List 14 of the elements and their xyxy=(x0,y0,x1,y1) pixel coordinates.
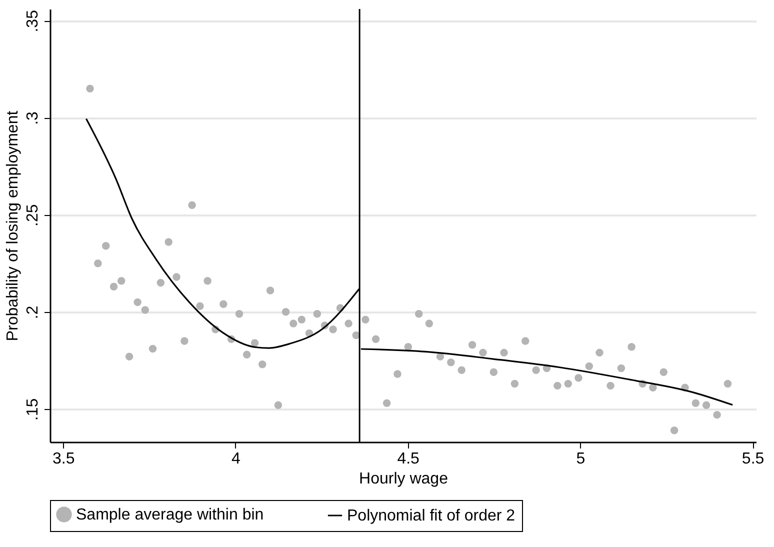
y-tick-label: .25 xyxy=(24,204,42,226)
x-axis-title: Hourly wage xyxy=(359,470,448,488)
x-tick-label: 5 xyxy=(576,450,586,468)
x-tick-label: 4.5 xyxy=(397,450,420,468)
y-tick-label: .15 xyxy=(24,398,42,421)
y-tick-label: .35 xyxy=(24,10,42,32)
y-tick-label: .2 xyxy=(24,306,42,320)
x-tick-label: 3.5 xyxy=(52,450,75,468)
y-axis-title: Probability of losing employment xyxy=(4,110,22,342)
y-tick-label: .3 xyxy=(24,111,42,125)
x-tick-label: 4 xyxy=(232,450,241,468)
legend-label: Sample average within bin xyxy=(76,506,264,524)
legend-label: Polynomial fit of order 2 xyxy=(347,508,516,524)
x-tick-label: 5.5 xyxy=(742,450,764,468)
